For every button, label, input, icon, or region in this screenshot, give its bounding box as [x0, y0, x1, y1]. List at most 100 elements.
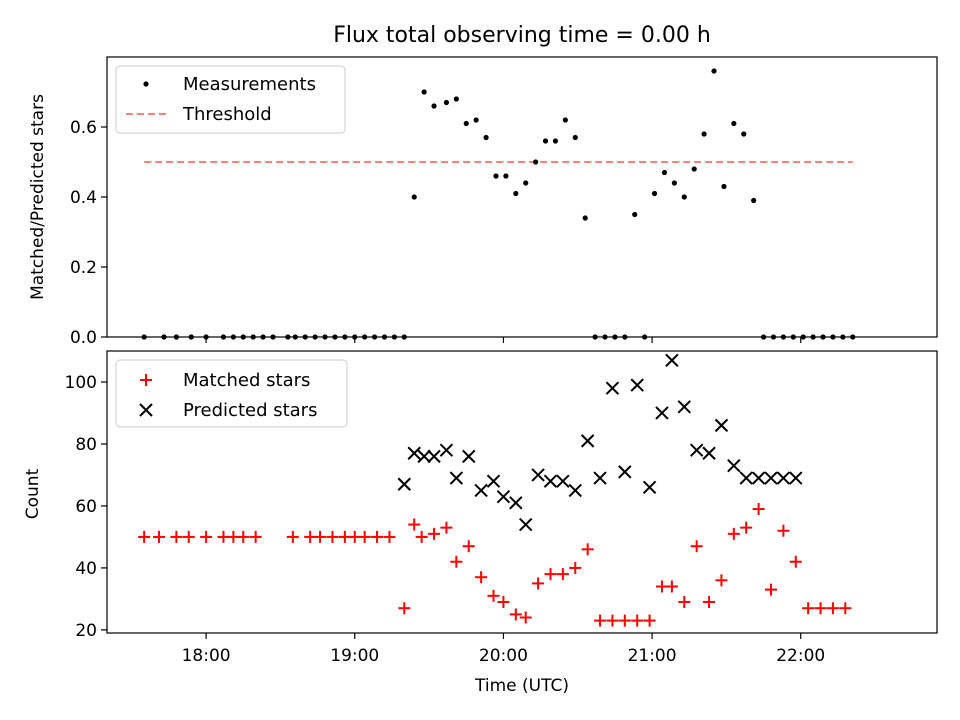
predicted-point — [764, 471, 778, 485]
legend-matched-label: Matched stars — [183, 370, 310, 391]
predicted-point — [509, 496, 523, 510]
matched-point — [182, 530, 195, 543]
top-y-ticks: 0.0 0.2 0.4 0.6 — [70, 118, 107, 348]
measurement-point — [582, 215, 588, 221]
bottom-y-axis-label: Count — [23, 468, 43, 519]
predicted-point — [439, 443, 454, 457]
matched-point — [556, 568, 569, 581]
predicted-point — [449, 471, 464, 485]
matched-point — [497, 596, 510, 609]
bottom-legend: Matched stars Predicted stars — [115, 359, 348, 428]
matched-point — [740, 521, 753, 534]
x-tick-label: 19:00 — [330, 646, 379, 666]
matched-point — [462, 540, 475, 553]
predicted-point — [605, 381, 620, 395]
measurement-point — [443, 99, 450, 106]
matched-point — [314, 530, 327, 543]
matched-point — [581, 543, 594, 556]
x-tick-label: 22:00 — [776, 646, 825, 666]
matched-point — [509, 608, 522, 621]
legend-predicted-marker — [139, 403, 153, 417]
predicted-point — [474, 483, 488, 498]
matched-point — [678, 596, 691, 609]
matched-point — [532, 577, 545, 590]
matched-point — [358, 530, 371, 543]
measurement-point — [503, 173, 509, 179]
predicted-point — [739, 471, 753, 485]
matched-point — [765, 583, 777, 596]
measurement-point — [572, 134, 578, 141]
predicted-point — [618, 465, 632, 479]
matched-point — [703, 596, 716, 609]
predicted-point — [751, 471, 766, 485]
top-panel: 0.0 0.2 0.4 0.6 Matched/Predicted stars Mea… — [28, 56, 938, 348]
bottom-y-tick-label: 100 — [65, 373, 97, 393]
measurement-point — [661, 169, 668, 176]
matched-point — [450, 555, 463, 568]
legend-measurements-marker — [143, 81, 149, 87]
predicted-point — [543, 474, 558, 488]
matched-point — [631, 614, 644, 627]
bottom-marks — [138, 353, 852, 627]
bottom-legend-box — [115, 359, 348, 428]
measurement-point — [431, 103, 437, 109]
predicted-point — [655, 406, 669, 420]
predicted-point — [727, 458, 741, 473]
predicted-point — [665, 353, 679, 368]
bottom-x-ticks: 18:00 19:00 20:00 21:00 22:00 — [182, 633, 825, 666]
measurement-point — [483, 134, 489, 141]
matched-point — [138, 530, 151, 543]
matched-point — [371, 530, 384, 543]
predicted-point — [642, 480, 657, 495]
top-y-axis-label: Matched/Predicted stars — [28, 94, 48, 300]
predicted-point — [689, 443, 704, 457]
predicted-point — [568, 483, 582, 498]
matched-point — [839, 602, 852, 615]
measurement-point — [751, 197, 757, 204]
measurement-point — [701, 131, 707, 137]
matched-point — [752, 503, 765, 516]
matched-point — [643, 614, 656, 627]
predicted-point — [496, 489, 511, 504]
predicted-point — [714, 418, 729, 433]
matched-point — [237, 530, 250, 543]
x-axis-label: Time (UTC) — [474, 676, 569, 696]
matched-point — [777, 524, 790, 537]
measurement-point — [552, 138, 559, 144]
matched-point — [594, 614, 607, 627]
chart-title: Flux total observing time = 0.00 h — [333, 23, 711, 48]
matched-point — [802, 602, 815, 615]
matched-point — [415, 530, 428, 543]
bottom-y-tick-label: 60 — [75, 497, 97, 517]
matched-point — [487, 589, 500, 602]
matched-point — [383, 530, 396, 543]
predicted-point — [556, 474, 570, 488]
measurement-point — [421, 89, 427, 95]
measurement-point — [731, 120, 737, 127]
measurement-point — [651, 190, 658, 197]
measurement-point — [632, 211, 638, 218]
x-tick-label: 21:00 — [628, 646, 677, 666]
legend-matched-marker — [140, 374, 152, 386]
legend-measurements-label: Measurements — [183, 74, 316, 95]
matched-point — [398, 602, 411, 615]
measurement-point — [671, 180, 677, 186]
measurement-point — [711, 68, 717, 74]
matched-point — [618, 614, 631, 627]
matched-point — [428, 527, 441, 540]
matched-point — [286, 530, 299, 543]
matched-point — [665, 580, 678, 593]
predicted-point — [519, 517, 533, 532]
top-y-tick-label: 0.0 — [70, 328, 97, 348]
predicted-point — [776, 471, 791, 485]
x-tick-label: 20:00 — [479, 646, 528, 666]
top-legend: Measurements Threshold — [115, 65, 346, 134]
measurement-point — [691, 166, 697, 172]
matched-point — [475, 571, 488, 584]
measurement-point — [562, 117, 568, 123]
predicted-point — [580, 434, 595, 448]
measurement-point — [473, 117, 479, 123]
matched-point — [170, 530, 183, 543]
measurement-point — [542, 138, 549, 144]
predicted-point — [462, 449, 476, 464]
